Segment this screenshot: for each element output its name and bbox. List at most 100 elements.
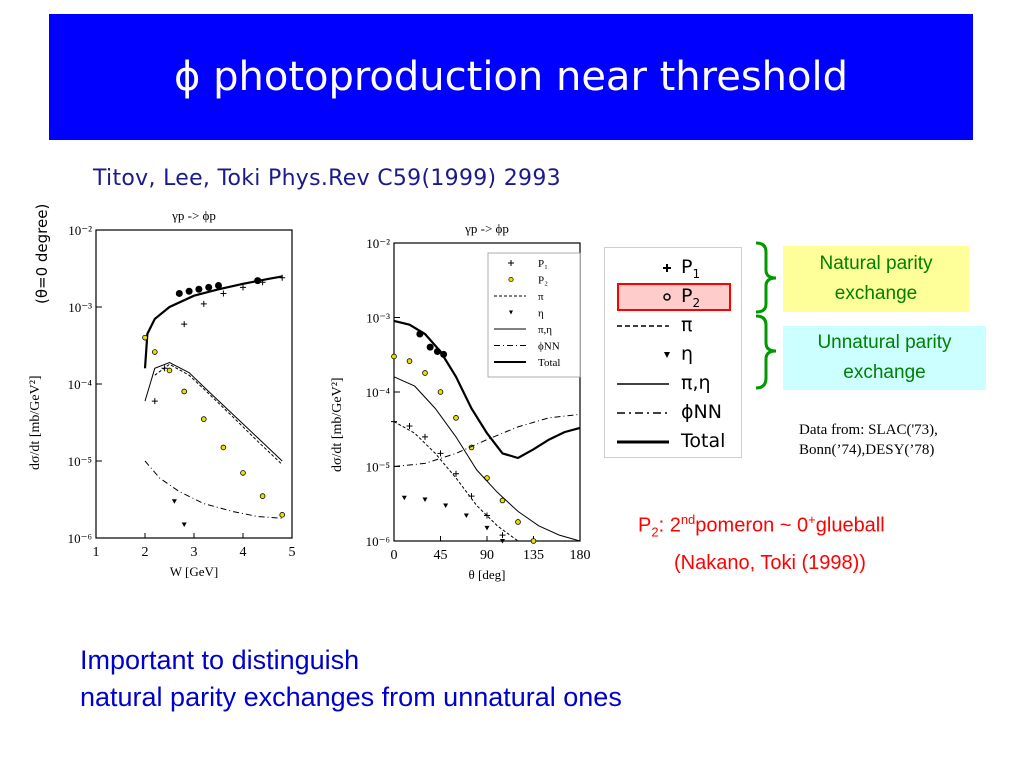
unnatural-parity-line2: exchange [843,362,926,383]
chart2-ylabel: dσ/dt [mb/GeV²] [330,377,345,472]
y-tick-label: 10⁻⁴ [68,377,93,392]
title-bar: ϕ photoproduction near threshold [49,14,973,140]
x-tick-label: 0 [391,548,398,563]
chart-title: γp -> ϕp [171,208,216,223]
marker-cross [437,450,444,457]
marker-circle [437,389,444,395]
marker-circle [406,358,413,364]
marker-circle [422,370,428,376]
series-Total [143,275,283,369]
legend-symbol-solid-thick [617,440,669,444]
legend-sym [508,276,514,283]
conclusion: Important to distinguish natural parity … [80,642,622,716]
marker-circle [453,415,459,421]
marker-data [215,282,222,290]
conclusion-line1: Important to distinguish [80,645,360,675]
marker-data [205,283,213,291]
legend-label: P2 [681,285,701,310]
citation: Titov, Lee, Toki Phys.Rev C59(1999) 2993 [93,166,561,191]
p2-glueball-note: P2: 2ndpomeron ~ 0+glueball [638,512,885,540]
p2-letter: P [638,514,652,537]
y-tick-label: 10⁻⁶ [366,534,390,549]
marker-cross [151,398,158,405]
marker-cross [453,470,459,477]
unnatural-parity-line1: Unnatural parity [817,332,952,353]
marker-triangle [463,513,469,518]
unnatural-bracket-icon [755,314,777,390]
marker-circle [152,349,158,355]
series-data [175,277,262,297]
series-data [416,330,448,358]
legend-symbol-triangle [664,352,670,358]
marker-cross [181,321,188,328]
chart-title: γp -> ϕp [464,221,509,236]
y-tick-label: 10⁻² [68,223,92,238]
legend-row-dashed: π [605,312,741,340]
marker-circle [201,416,207,422]
unnatural-parity-box: Unnatural parity exchange [783,326,986,390]
series-π [154,363,283,465]
legend-row-circle: P2 [605,283,741,311]
marker-data [433,347,441,355]
marker-cross [499,532,506,539]
legend-label-sub: 1 [692,266,701,281]
marker-cross [200,300,207,307]
series-P₁ [151,274,286,405]
legend-label: P₁ [538,258,548,270]
legend-label: Total [681,430,726,452]
natural-parity-box: Natural parity exchange [783,246,969,312]
legend-symbol-solid-thin [617,383,669,385]
legend-label: Total [538,357,560,369]
marker-triangle [401,495,407,501]
marker-cross [240,284,246,291]
marker-cross [484,512,490,519]
legend-label: π,η [538,324,552,336]
marker-cross [279,274,286,281]
legend-highlight-box [617,283,731,311]
legend-row-triangle: η [605,341,741,369]
marker-circle [166,367,173,374]
marker-data [175,289,183,297]
marker-circle [181,388,188,395]
series-ϕNN [393,413,581,467]
natural-parity-line2: exchange [834,283,918,304]
marker-data [426,343,434,351]
marker-circle [499,497,506,504]
legend-label: π,η [681,372,711,394]
marker-cross [406,422,413,429]
p2-nd: nd [680,512,696,527]
x-tick-label: 180 [570,548,591,563]
x-tick-label: 3 [191,545,198,560]
legend-label: π [538,291,544,303]
legend-label: P1 [681,256,701,281]
x-tick-label: 5 [289,545,296,560]
marker-circle [220,444,227,451]
legend-label: ϕNN [681,401,722,423]
p2-pomeron: pomeron ~ 0 [695,514,809,537]
marker-cross [220,290,227,297]
x-tick-label: 90 [480,548,494,563]
y-tick-label: 10⁻³ [366,311,390,326]
marker-cross [422,433,428,440]
legend-frame [487,252,581,378]
p2-source: (Nakano, Toki (1998)) [674,552,866,574]
marker-triangle [443,503,449,508]
x-tick-label: 45 [434,548,448,563]
data-source-line1: Data from: SLAC('73), [799,422,938,438]
legend-symbol-dashdot [617,412,669,414]
x-tick-label: 135 [523,548,544,563]
series-π,η [144,361,283,462]
marker-triangle [171,499,177,504]
legend-symbol-dashed [617,325,669,327]
legend-sym [509,310,513,315]
marker-data [440,350,448,358]
y-tick-label: 10⁻⁴ [366,385,391,400]
marker-triangle [422,497,428,503]
series-η [171,499,187,527]
marker-data [254,277,262,285]
legend-row-cross: P1 [605,254,741,282]
page-title: ϕ photoproduction near threshold [174,54,848,100]
y-tick-label: 10⁻⁵ [366,460,390,475]
marker-triangle [181,522,187,527]
legend-label: P₂ [538,275,548,287]
